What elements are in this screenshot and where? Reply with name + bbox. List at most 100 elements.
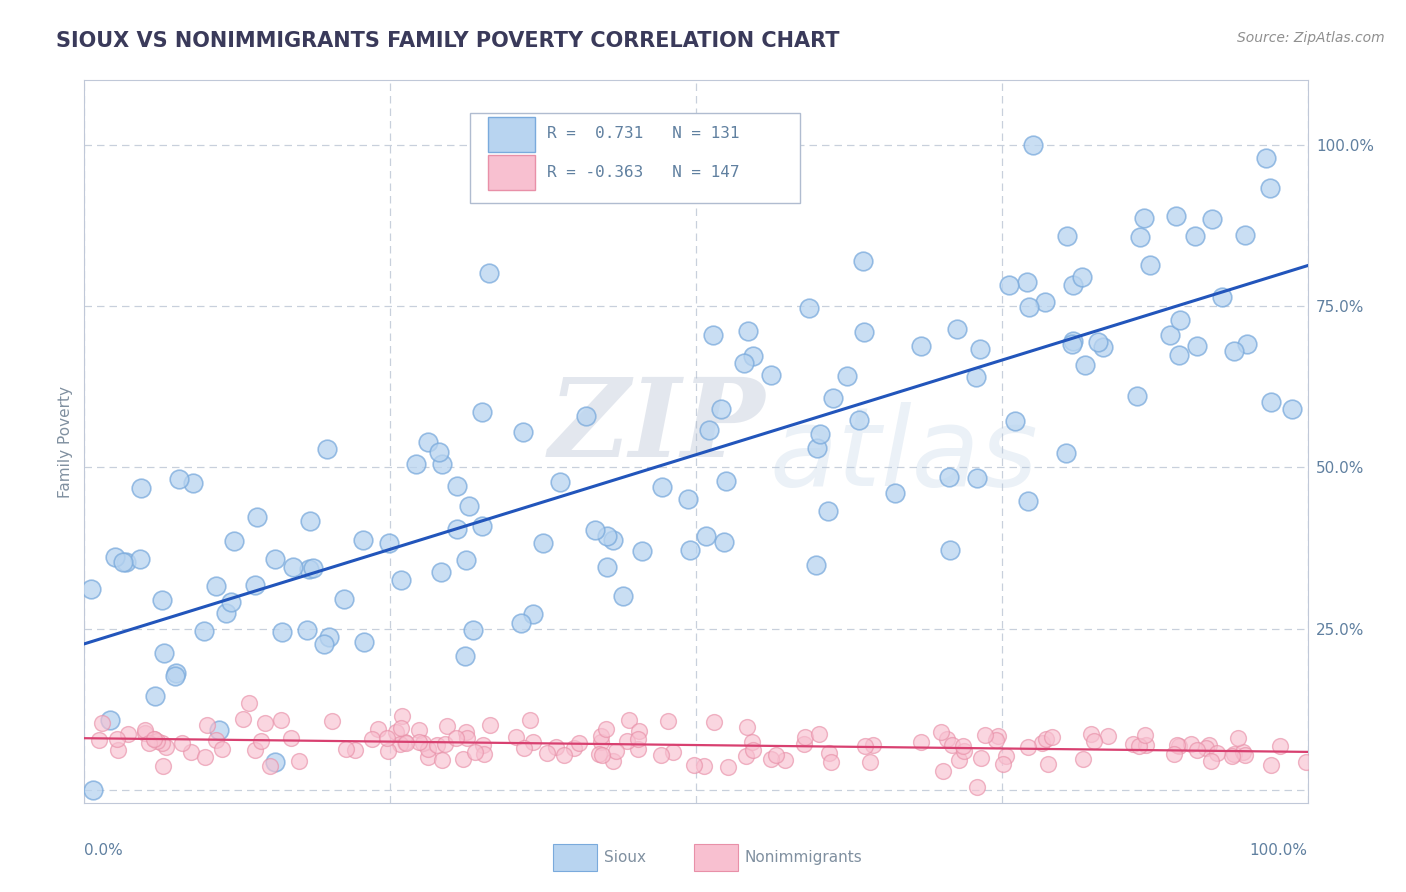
Point — [703, 715, 725, 730]
Point — [627, 741, 650, 756]
Point — [713, 535, 735, 549]
FancyBboxPatch shape — [470, 112, 800, 203]
Point — [378, 536, 401, 550]
Point — [385, 725, 408, 739]
Point — [1201, 212, 1223, 227]
Point — [970, 751, 993, 765]
Point — [817, 503, 839, 517]
Point — [820, 755, 842, 769]
Point — [391, 709, 413, 723]
Point — [117, 727, 139, 741]
Point — [678, 491, 700, 506]
Point — [1091, 341, 1114, 355]
Point — [522, 607, 544, 621]
Point — [412, 736, 434, 750]
Point — [742, 349, 765, 363]
Point — [129, 481, 152, 495]
Point — [205, 579, 228, 593]
Point — [1159, 328, 1181, 343]
Point — [818, 747, 841, 761]
Point — [208, 723, 231, 737]
Point — [193, 624, 215, 638]
Point — [695, 529, 717, 543]
Point — [427, 445, 450, 459]
Point — [430, 457, 453, 471]
Point — [456, 725, 478, 739]
Point — [314, 637, 336, 651]
Point — [862, 738, 884, 752]
Point — [478, 266, 501, 280]
Point — [181, 475, 204, 490]
Point — [1260, 395, 1282, 409]
Point — [429, 566, 451, 580]
Point — [1133, 728, 1156, 742]
Point — [446, 522, 468, 536]
Point — [153, 646, 176, 660]
Point — [1195, 740, 1218, 755]
Point — [1185, 339, 1208, 353]
Point — [519, 713, 541, 727]
Point — [936, 731, 959, 746]
Point — [910, 735, 932, 749]
Point — [219, 595, 242, 609]
Point — [627, 724, 650, 739]
Point — [471, 405, 494, 419]
Y-axis label: Family Poverty: Family Poverty — [58, 385, 73, 498]
Point — [1128, 739, 1150, 753]
Point — [1122, 738, 1144, 752]
Point — [205, 733, 228, 747]
Point — [426, 739, 449, 753]
Point — [1139, 258, 1161, 272]
Point — [1163, 747, 1185, 762]
Point — [987, 729, 1010, 743]
FancyBboxPatch shape — [553, 844, 598, 871]
Point — [1080, 727, 1102, 741]
Point — [1133, 211, 1156, 226]
Point — [804, 558, 827, 572]
Point — [80, 582, 103, 597]
Point — [479, 718, 502, 732]
Point — [1184, 229, 1206, 244]
Point — [375, 731, 398, 746]
Point — [353, 634, 375, 648]
Point — [693, 759, 716, 773]
Point — [650, 747, 672, 762]
Point — [627, 732, 650, 747]
Point — [163, 668, 186, 682]
Point — [434, 737, 457, 751]
Point — [1170, 313, 1192, 327]
Text: R =  0.731   N = 131: R = 0.731 N = 131 — [547, 126, 740, 141]
Point — [939, 542, 962, 557]
Point — [454, 648, 477, 663]
Point — [553, 747, 575, 762]
Point — [1185, 743, 1208, 757]
Point — [973, 728, 995, 742]
Point — [1004, 414, 1026, 428]
Text: 100.0%: 100.0% — [1250, 843, 1308, 857]
Point — [464, 745, 486, 759]
Point — [733, 356, 755, 370]
Point — [360, 731, 382, 746]
Point — [741, 735, 763, 749]
Point — [735, 748, 758, 763]
Point — [405, 457, 427, 471]
Point — [797, 301, 820, 315]
Point — [848, 413, 870, 427]
Point — [602, 754, 624, 768]
Point — [115, 555, 138, 569]
Point — [984, 733, 1007, 747]
Point — [134, 726, 156, 740]
Point — [1087, 335, 1109, 350]
Point — [546, 739, 568, 754]
Point — [318, 630, 340, 644]
FancyBboxPatch shape — [693, 844, 738, 871]
Point — [1222, 344, 1244, 359]
Point — [596, 529, 619, 543]
Point — [853, 325, 876, 339]
Point — [264, 552, 287, 566]
Point — [683, 758, 706, 772]
Point — [1018, 300, 1040, 314]
Point — [513, 740, 536, 755]
Point — [1260, 181, 1282, 195]
Point — [568, 736, 591, 750]
